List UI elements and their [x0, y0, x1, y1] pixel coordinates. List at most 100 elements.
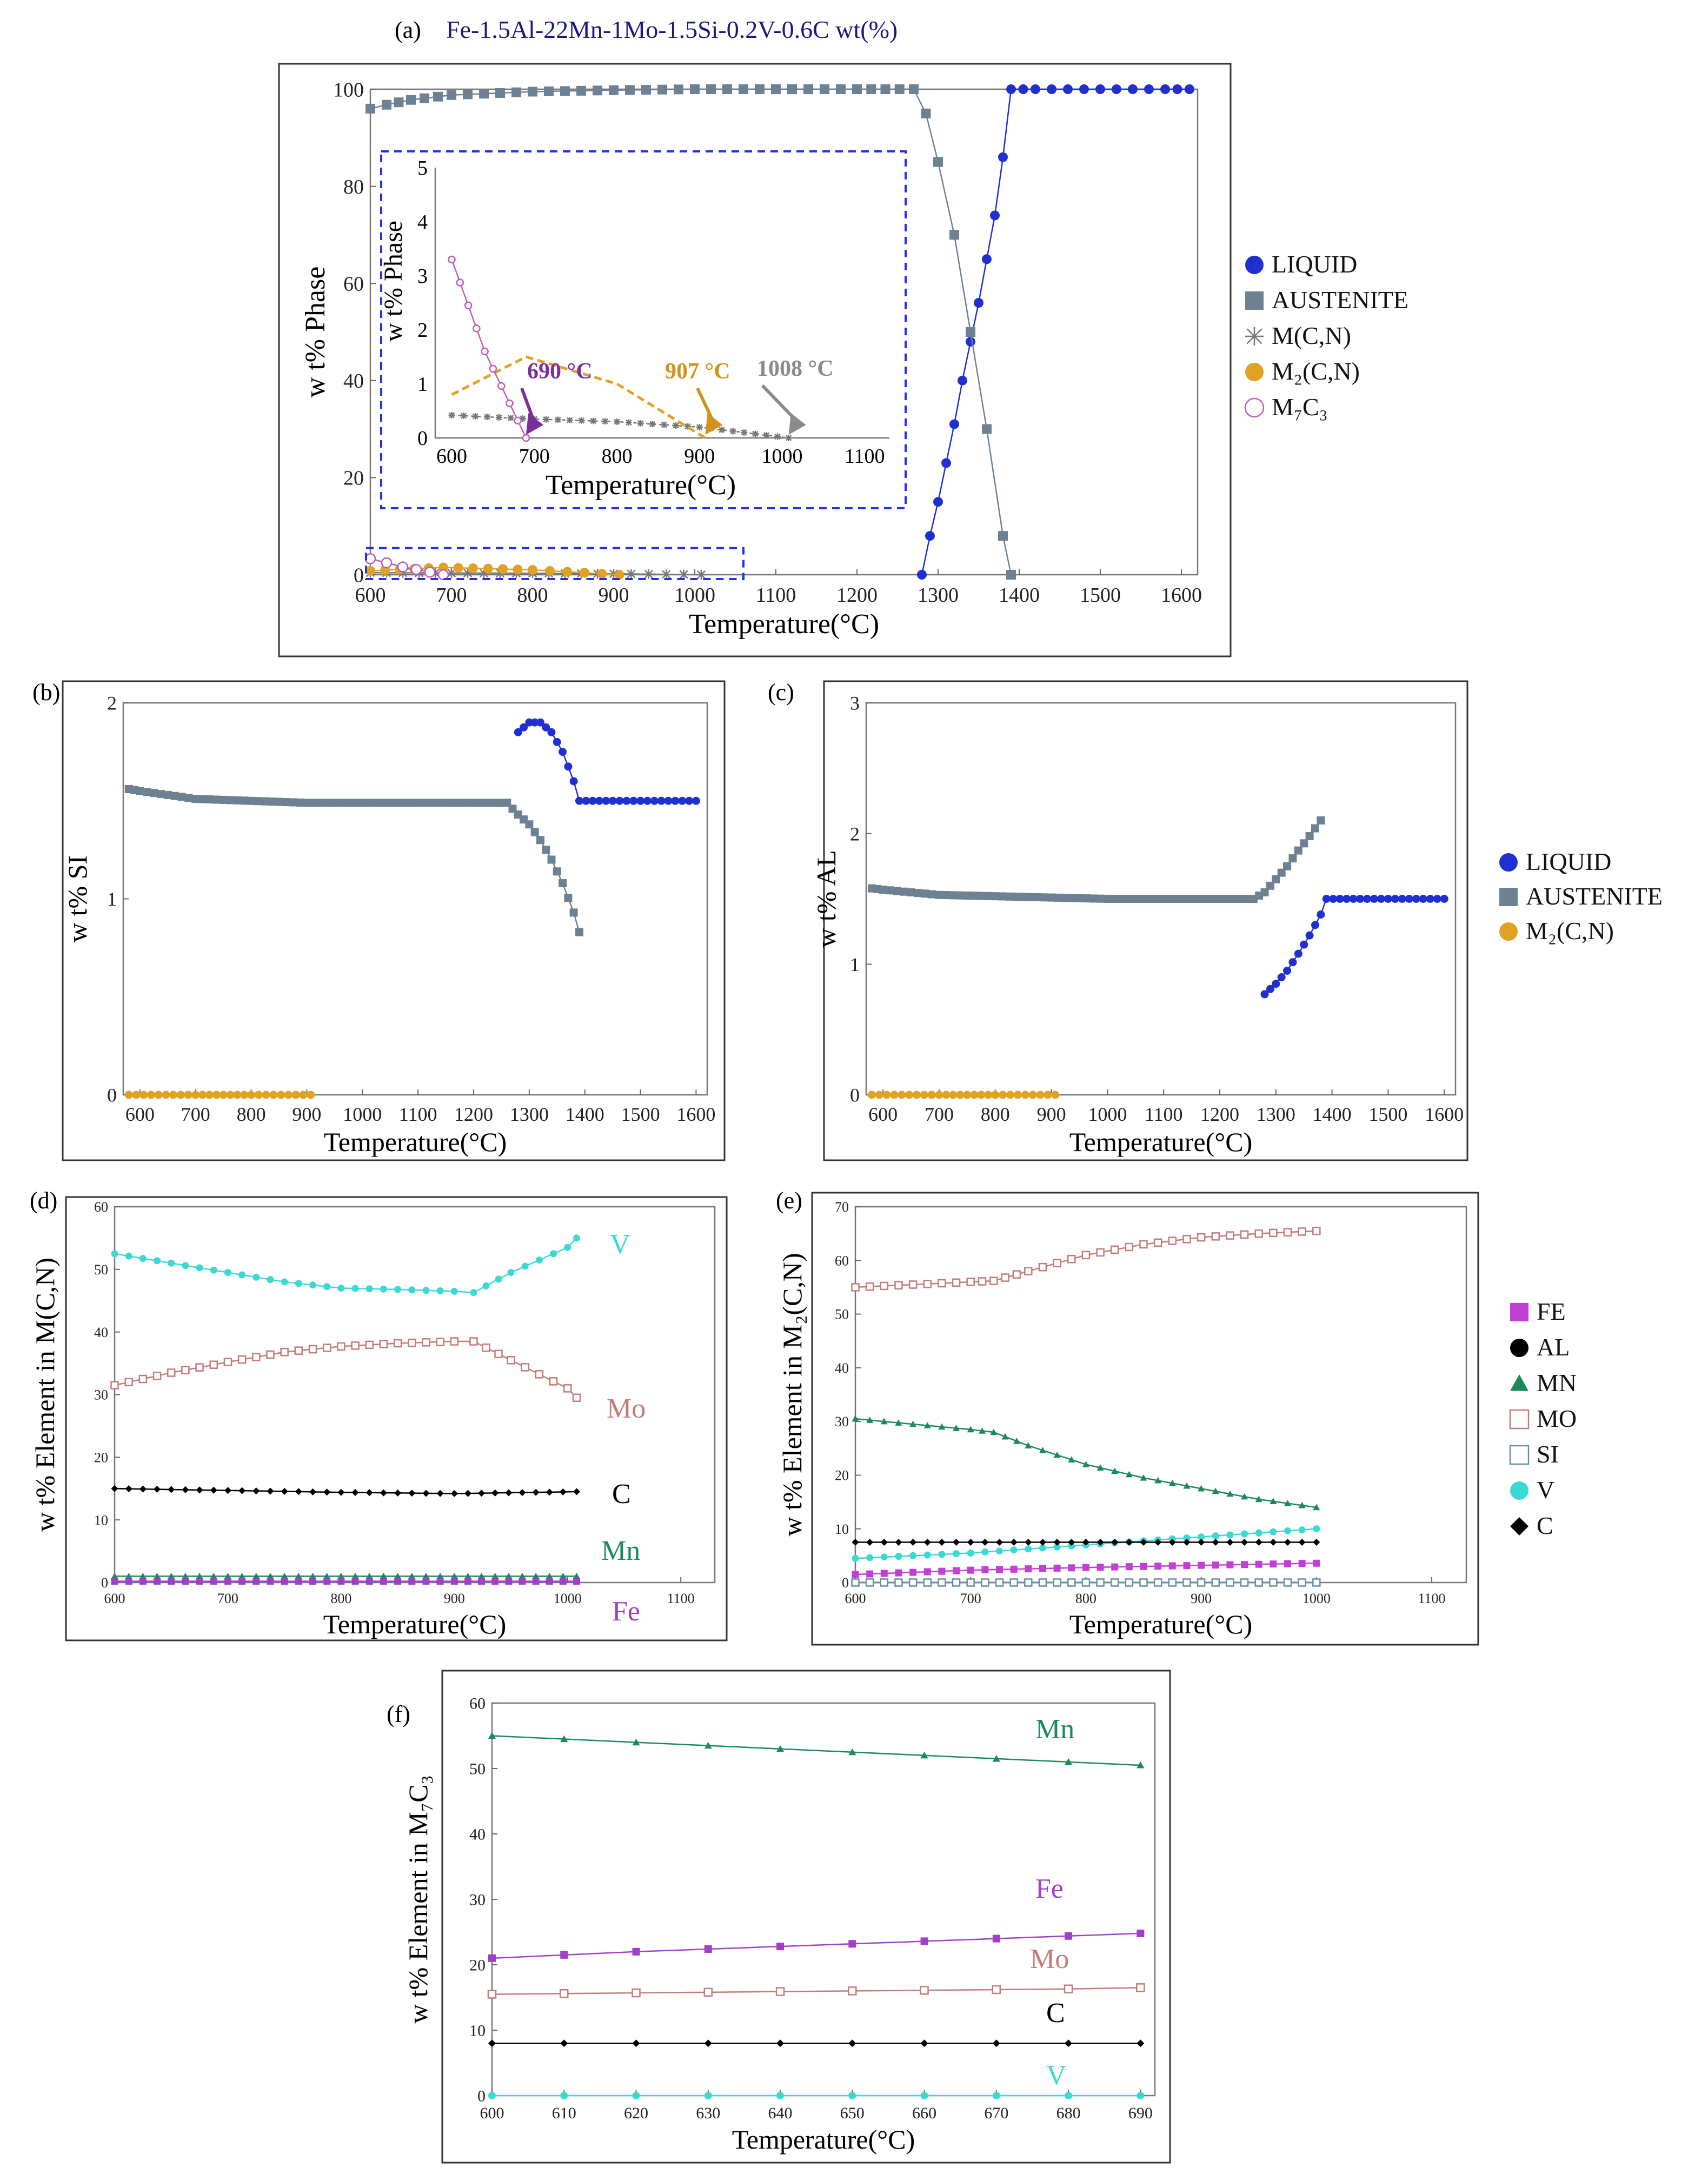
inset-data-point — [566, 417, 573, 424]
inset-data-point — [774, 433, 781, 440]
data-point — [291, 1091, 300, 1099]
data-point — [309, 1578, 317, 1585]
series-fe — [488, 1929, 1145, 1962]
data-point — [530, 828, 539, 836]
data-point — [289, 798, 297, 807]
data-point — [704, 1741, 712, 1749]
y-tick-label: 50 — [469, 1760, 486, 1778]
data-point — [664, 796, 673, 805]
data-point — [295, 1572, 302, 1579]
inset-x-tick-label: 1000 — [761, 445, 802, 468]
data-point — [322, 1344, 331, 1352]
x-axis-label: Temperature(°C) — [732, 2124, 915, 2155]
data-point — [560, 2039, 568, 2047]
data-point — [281, 1487, 288, 1495]
inset-data-point-glyph — [684, 423, 691, 430]
data-point-glyph — [679, 569, 689, 580]
data-point — [224, 1487, 231, 1494]
data-point — [1064, 1984, 1073, 1994]
data-point — [267, 1578, 274, 1585]
data-point — [573, 1578, 580, 1585]
data-point — [920, 2092, 928, 2099]
data-point — [1051, 1091, 1060, 1099]
x-tick-label: 600 — [125, 1103, 155, 1125]
data-point — [507, 1269, 515, 1277]
data-point — [1283, 1578, 1292, 1587]
legend-marker — [1510, 1339, 1528, 1357]
inset-data-point — [718, 427, 725, 433]
inset-series-m7c3 — [448, 255, 530, 442]
data-point — [1298, 1560, 1306, 1567]
data-point — [1185, 84, 1194, 94]
data-point — [923, 1539, 931, 1546]
plot-area — [865, 702, 1457, 1096]
data-point — [559, 1572, 567, 1579]
data-point — [776, 2092, 785, 2099]
x-axis-label: Temperature(°C) — [689, 609, 879, 640]
data-point — [1079, 84, 1089, 94]
data-point — [1140, 1563, 1147, 1570]
data-point — [519, 1578, 526, 1585]
inset-annotation: 907 °C — [665, 359, 730, 384]
data-point — [921, 889, 929, 898]
y-tick-label: 80 — [343, 176, 364, 198]
data-point — [657, 84, 667, 95]
data-point — [521, 1363, 529, 1372]
x-tick-label: 900 — [1191, 1591, 1212, 1606]
data-point — [657, 796, 666, 805]
data-point — [132, 1091, 141, 1099]
inset-data-point-glyph — [448, 412, 455, 418]
data-point-glyph — [495, 568, 505, 579]
data-point — [337, 1578, 345, 1585]
inset-data-point-glyph — [673, 422, 680, 429]
series-c — [852, 1539, 1320, 1546]
data-point — [739, 84, 748, 94]
series-m2-c-n- — [867, 1091, 1060, 1099]
data-point-glyph — [447, 568, 456, 578]
data-point — [970, 1091, 979, 1099]
data-point — [1031, 84, 1040, 94]
data-point — [1096, 1564, 1104, 1571]
data-point — [1311, 921, 1319, 929]
data-point — [803, 84, 813, 94]
series-label: Mo — [1030, 1944, 1069, 1974]
data-point — [1081, 1251, 1091, 1260]
data-point — [154, 1486, 161, 1493]
data-point — [907, 888, 915, 896]
data-point — [1343, 895, 1351, 903]
legend-label: AL — [1537, 1333, 1570, 1361]
data-point — [938, 1423, 946, 1430]
data-point — [1166, 895, 1175, 903]
data-point — [110, 1381, 119, 1390]
legend-label: LIQUID — [1272, 250, 1357, 278]
y-tick-label: 40 — [343, 370, 364, 393]
data-point — [536, 718, 544, 727]
inset-data-point-glyph — [752, 430, 759, 437]
data-point — [365, 103, 375, 114]
data-point — [1125, 1563, 1133, 1571]
data-point — [139, 1572, 147, 1579]
x-tick-label: 1500 — [621, 1103, 660, 1125]
data-point — [514, 728, 522, 736]
data-point — [949, 419, 959, 429]
data-point — [1201, 895, 1210, 903]
data-point — [302, 799, 311, 807]
data-point — [595, 796, 603, 805]
inset-data-point — [729, 428, 736, 435]
data-point — [337, 799, 346, 807]
data-point — [1183, 1562, 1191, 1570]
inset-x-tick-label: 1100 — [845, 445, 885, 468]
series-label: Fe — [1035, 1873, 1064, 1904]
y-tick-label: 60 — [835, 1253, 849, 1268]
data-point — [154, 1091, 163, 1099]
data-point — [511, 87, 521, 97]
panel-label: (c) — [768, 679, 794, 706]
data-point — [210, 1578, 217, 1585]
data-point — [198, 795, 207, 803]
series-label: V — [1046, 2060, 1067, 2091]
inset-annotation-arrowhead — [526, 413, 543, 435]
inset-data-point — [741, 429, 748, 436]
data-point — [848, 1748, 856, 1756]
data-point — [704, 2092, 712, 2099]
data-point — [895, 1539, 902, 1546]
